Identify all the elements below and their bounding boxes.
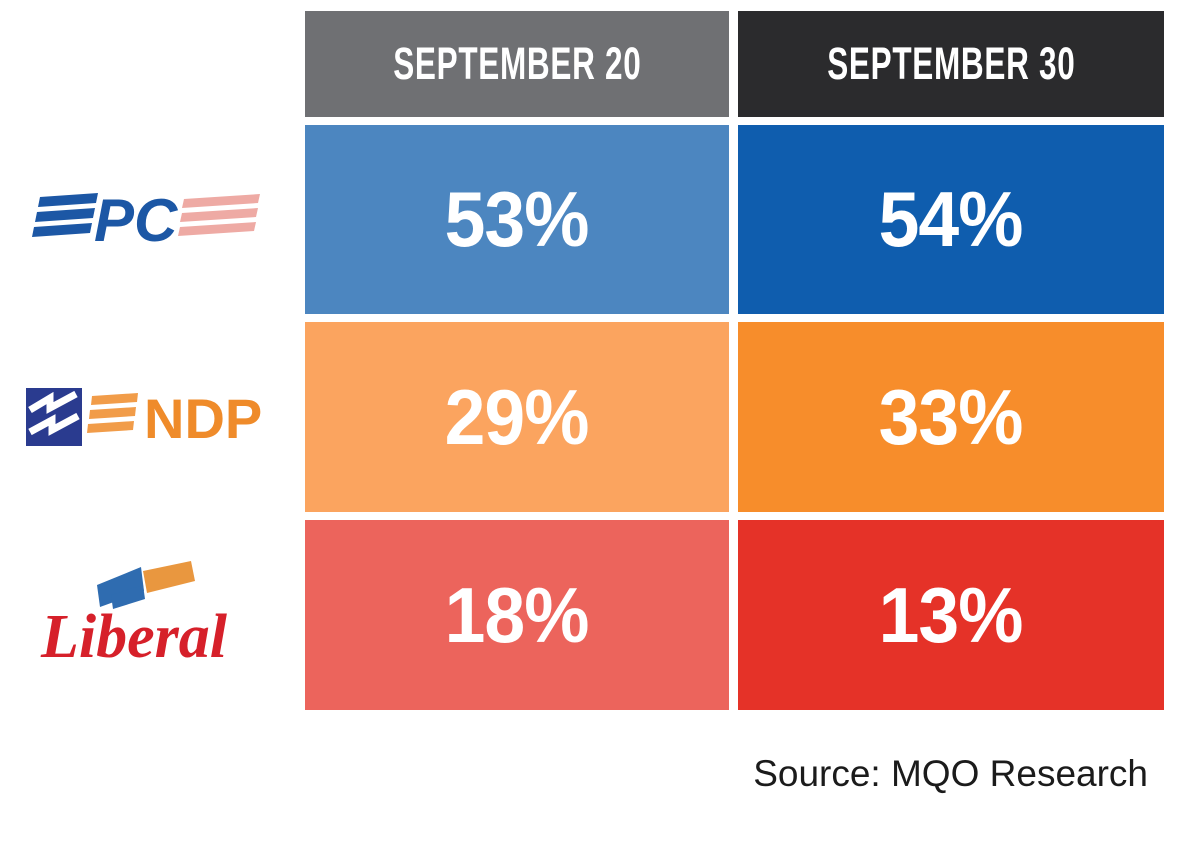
pc-logo-left-stripes <box>32 192 98 237</box>
poll-value-liberal-sep20: 18% <box>445 570 590 659</box>
ndp-logo-graphic: NDP <box>26 387 262 450</box>
poll-value-ndp-sep20: 29% <box>445 372 590 461</box>
ndp-logo-stripes <box>87 393 138 433</box>
poll-cell-ndp-sep20: 29% <box>305 322 729 512</box>
pc-logo-wordmark: PC <box>94 187 179 254</box>
ndp-logo-wordmark: NDP <box>144 387 262 450</box>
column-header-september-20-label: SEPTEMBER 20 <box>392 38 642 89</box>
header-spacer <box>0 11 296 117</box>
pc-party-logo: PC <box>0 125 296 314</box>
poll-value-pc-sep30: 54% <box>879 175 1024 263</box>
poll-value-ndp-sep30: 33% <box>879 372 1024 461</box>
poll-cell-liberal-sep30: 13% <box>738 520 1164 710</box>
pc-logo-right-stripes <box>178 193 260 236</box>
ndp-logo-flag-marks <box>28 390 80 436</box>
poll-cell-pc-sep20: 53% <box>305 125 729 314</box>
poll-value-liberal-sep30: 13% <box>879 570 1024 659</box>
poll-cell-ndp-sep30: 33% <box>738 322 1164 512</box>
column-header-september-30-label: SEPTEMBER 30 <box>826 38 1076 89</box>
ndp-party-logo: NDP <box>0 322 296 512</box>
liberal-party-logo: Liberal <box>0 520 296 710</box>
liberal-logo-wordmark: Liberal <box>40 603 228 671</box>
pc-logo-graphic: PC <box>32 187 260 254</box>
column-header-september-20: SEPTEMBER 20 <box>305 11 729 117</box>
poll-value-pc-sep20: 53% <box>445 175 590 263</box>
source-attribution: Source: MQO Research <box>753 753 1148 794</box>
poll-cell-liberal-sep20: 18% <box>305 520 729 710</box>
liberal-logo-flag <box>97 561 195 609</box>
poll-cell-pc-sep30: 54% <box>738 125 1164 314</box>
column-header-september-30: SEPTEMBER 30 <box>738 11 1164 117</box>
liberal-logo-graphic: Liberal <box>40 561 228 671</box>
poll-table: SEPTEMBER 20 SEPTEMBER 30 PC <box>0 11 1164 710</box>
